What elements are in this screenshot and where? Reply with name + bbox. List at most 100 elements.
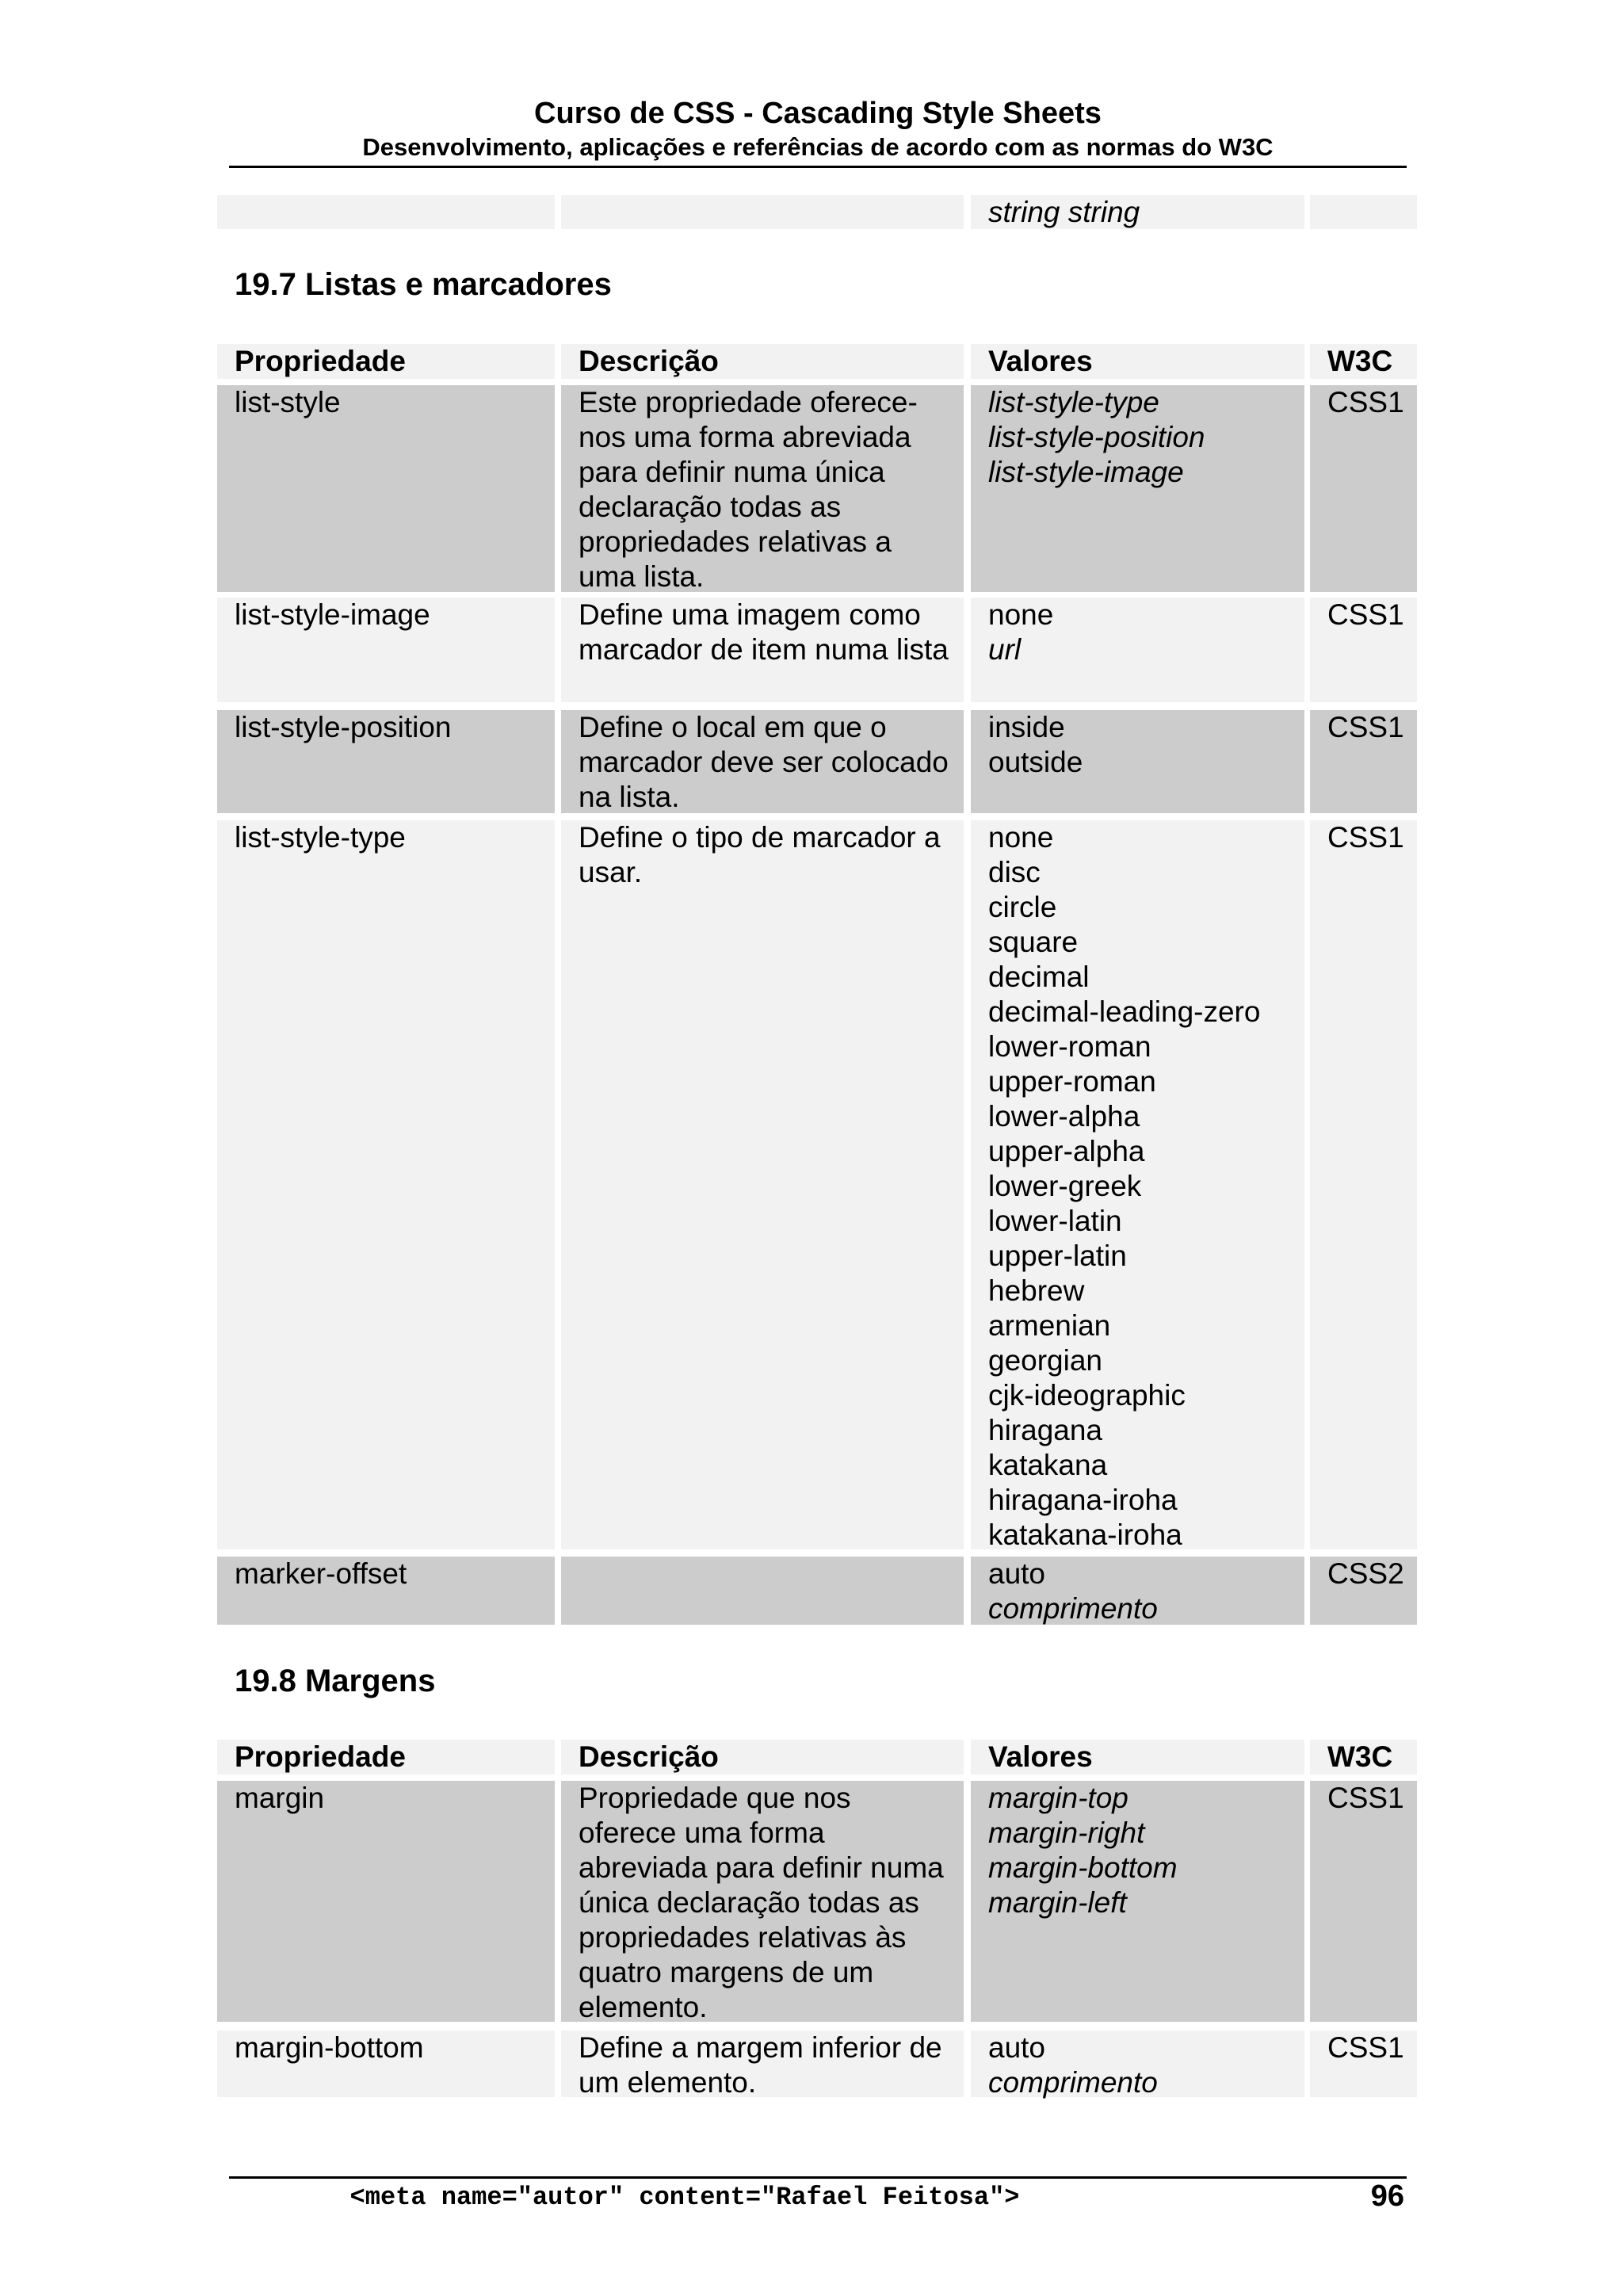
column-header: W3C	[1310, 344, 1417, 379]
cell-text: Propriedade que nos oferece uma forma ab…	[579, 1782, 944, 2023]
value-item: upper-latin	[988, 1240, 1127, 1272]
value-item: lower-latin	[988, 1205, 1122, 1237]
description-cell: Define o local em que o marcador deve se…	[561, 710, 964, 813]
description-cell: Define uma imagem como marcador de item …	[561, 598, 964, 702]
value-item: url	[988, 633, 1022, 666]
description-cell	[561, 195, 964, 229]
value-item: upper-alpha	[988, 1135, 1145, 1167]
values-cell: none disc circle square decimal decimal-leadi…	[971, 820, 1304, 1551]
description-cell: Este propriedade oferece-nos uma forma a…	[561, 385, 964, 593]
cell-text: list-style-type	[235, 821, 406, 854]
cell-text: list-style	[235, 386, 341, 418]
w3c-cell: CSS1	[1310, 1781, 1417, 2022]
description-cell	[561, 1557, 964, 1625]
w3c-cell: CSS1	[1310, 2030, 1417, 2097]
cell-text: CSS2	[1327, 1557, 1404, 1590]
values-cell: auto comprimento	[971, 2030, 1304, 2099]
values-cell: list-style-type list-style-position list-s…	[971, 385, 1304, 592]
value-item: none	[988, 598, 1054, 631]
description-cell: Propriedade que nos oferece uma forma ab…	[561, 1781, 964, 2023]
property-cell	[217, 195, 555, 229]
w3c-cell: CSS1	[1310, 820, 1417, 1549]
value-item: hiragana-iroha	[988, 1484, 1178, 1516]
value-item: auto	[988, 2031, 1046, 2064]
column-header: W3C	[1310, 1740, 1417, 1775]
cell-text: margin-bottom	[235, 2031, 424, 2064]
values-cell: margin-top margin-right margin-bottom margi…	[971, 1781, 1304, 2022]
value-item: decimal-leading-zero	[988, 995, 1261, 1028]
cell-text: CSS1	[1327, 711, 1404, 743]
value-item: margin-right	[988, 1817, 1145, 1849]
property-cell: list-style-type	[217, 820, 555, 1549]
column-header: Descrição	[561, 1740, 964, 1775]
cell-text: CSS1	[1327, 598, 1404, 631]
cell-text: marker-offset	[235, 1557, 407, 1590]
cell-text: Descrição	[579, 345, 719, 377]
cell-text: CSS1	[1327, 2031, 1404, 2064]
values-cell: auto comprimento	[971, 1557, 1304, 1625]
value-item: cjk-ideographic	[988, 1379, 1186, 1412]
cell-text: Define uma imagem como marcador de item …	[579, 598, 949, 666]
values-cell: inside outside	[971, 710, 1304, 813]
value-item: upper-roman	[988, 1065, 1156, 1098]
value-item: string string	[988, 196, 1140, 228]
value-item: georgian	[988, 1344, 1103, 1377]
column-header: Propriedade	[217, 344, 555, 379]
values-cell: none url	[971, 598, 1304, 702]
document-subtitle: Desenvolvimento, aplicações e referência…	[362, 133, 1274, 161]
w3c-cell: CSS1	[1310, 598, 1417, 702]
value-item: list-style-type	[988, 386, 1159, 418]
header-rule	[229, 166, 1407, 168]
footer-rule	[229, 2176, 1407, 2179]
property-cell: list-style-position	[217, 710, 555, 813]
value-item: comprimento	[988, 1592, 1158, 1625]
value-item: margin-bottom	[988, 1851, 1178, 1884]
cell-text: W3C	[1327, 1740, 1393, 1773]
value-item: katakana-iroha	[988, 1519, 1182, 1551]
cell-text: margin	[235, 1782, 325, 1814]
w3c-cell: CSS1	[1310, 385, 1417, 592]
section-heading: 19.7 Listas e marcadores	[235, 267, 612, 302]
cell-text: Este propriedade oferece-nos uma forma a…	[579, 386, 918, 593]
property-cell: list-style-image	[217, 598, 555, 702]
value-item: disc	[988, 856, 1041, 888]
value-item: lower-alpha	[988, 1100, 1140, 1133]
page-number: 96	[1370, 2179, 1404, 2213]
value-item: comprimento	[988, 2066, 1158, 2099]
value-item: decimal	[988, 961, 1090, 993]
column-header: Valores	[971, 1740, 1304, 1775]
cell-text: list-style-image	[235, 598, 430, 631]
value-item: list-style-position	[988, 421, 1205, 453]
value-item: lower-greek	[988, 1170, 1142, 1202]
property-cell: margin	[217, 1781, 555, 2022]
value-item: margin-top	[988, 1782, 1128, 1814]
cell-text: Propriedade	[235, 345, 406, 377]
cell-text: Define a margem inferior de um elemento.	[579, 2031, 942, 2099]
w3c-cell: CSS1	[1310, 710, 1417, 813]
column-header: Valores	[971, 344, 1304, 379]
column-header: Descrição	[561, 344, 964, 379]
description-cell: Define a margem inferior de um elemento.	[561, 2030, 964, 2099]
value-item: hebrew	[988, 1274, 1085, 1307]
cell-text: CSS1	[1327, 386, 1404, 418]
value-item: circle	[988, 891, 1057, 923]
cell-text: Define o tipo de marcador a usar.	[579, 821, 941, 888]
value-item: inside	[988, 711, 1065, 743]
value-item: outside	[988, 746, 1083, 778]
cell-text: Descrição	[579, 1740, 719, 1773]
value-item: none	[988, 821, 1054, 854]
values-cell: string string	[971, 195, 1304, 229]
document-title: Curso de CSS - Cascading Style Sheets	[534, 97, 1102, 130]
cell-text: W3C	[1327, 345, 1393, 377]
value-item: margin-left	[988, 1886, 1127, 1919]
cell-text: Valores	[988, 345, 1093, 377]
property-cell: marker-offset	[217, 1557, 555, 1625]
value-item: lower-roman	[988, 1030, 1151, 1063]
value-item: armenian	[988, 1309, 1111, 1342]
w3c-cell: CSS2	[1310, 1557, 1417, 1625]
section-heading: 19.8 Margens	[235, 1664, 436, 1698]
value-item: hiragana	[988, 1414, 1103, 1446]
w3c-cell	[1310, 195, 1417, 229]
value-item: katakana	[988, 1449, 1108, 1481]
value-item: list-style-image	[988, 456, 1184, 488]
